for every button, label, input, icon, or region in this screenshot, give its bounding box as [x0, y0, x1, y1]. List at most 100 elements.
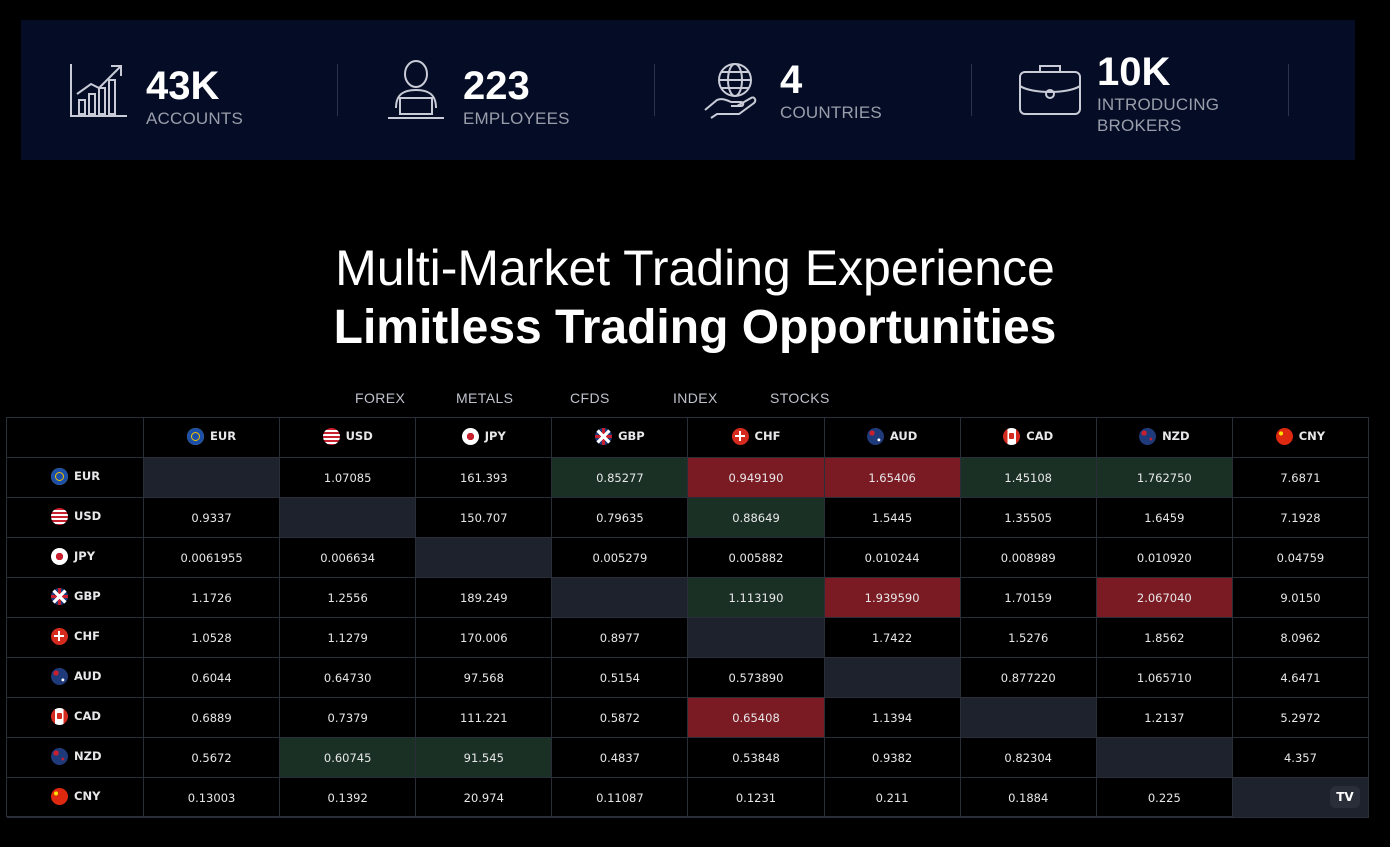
tab-index[interactable]: INDEX: [673, 390, 718, 406]
rate-cell[interactable]: 150.707: [415, 497, 553, 538]
rate-cell[interactable]: 0.60745: [279, 737, 417, 778]
rate-cell[interactable]: 0.877220: [959, 657, 1097, 698]
row-header-gbp[interactable]: GBP: [7, 577, 144, 618]
rate-cell[interactable]: 0.11087: [551, 777, 689, 818]
rate-cell[interactable]: 1.65406: [823, 457, 961, 498]
rate-cell[interactable]: 1.065710: [1095, 657, 1233, 698]
rate-cell[interactable]: 1.2137: [1095, 697, 1233, 738]
tradingview-logo[interactable]: TV: [1330, 786, 1360, 808]
tab-metals[interactable]: METALS: [456, 390, 514, 406]
rate-cell[interactable]: 1.1279: [279, 617, 417, 658]
rate-cell[interactable]: 0.225: [1095, 777, 1233, 818]
rate-cell[interactable]: 1.2556: [279, 577, 417, 618]
rate-cell[interactable]: 0.8977: [551, 617, 689, 658]
rate-cell[interactable]: 1.5445: [823, 497, 961, 538]
rate-cell[interactable]: [142, 457, 281, 498]
rate-cell[interactable]: 1.1394: [823, 697, 961, 738]
rate-cell[interactable]: 7.6871: [1231, 457, 1370, 498]
rate-cell[interactable]: 1.7422: [823, 617, 961, 658]
rate-cell[interactable]: 111.221: [415, 697, 553, 738]
rate-cell[interactable]: 0.1392: [279, 777, 417, 818]
rate-cell[interactable]: 0.64730: [279, 657, 417, 698]
row-header-aud[interactable]: AUD: [7, 657, 144, 698]
rate-cell[interactable]: [1095, 737, 1233, 778]
rate-cell[interactable]: 0.006634: [279, 537, 417, 578]
column-header-chf[interactable]: CHF: [687, 418, 825, 458]
rate-cell[interactable]: 1.45108: [959, 457, 1097, 498]
rate-cell[interactable]: 20.974: [415, 777, 553, 818]
rate-cell[interactable]: 97.568: [415, 657, 553, 698]
row-header-nzd[interactable]: NZD: [7, 737, 144, 778]
column-header-aud[interactable]: AUD: [823, 418, 961, 458]
rate-cell[interactable]: 0.6044: [142, 657, 281, 698]
column-header-eur[interactable]: EUR: [142, 418, 281, 458]
rate-cell[interactable]: 0.5154: [551, 657, 689, 698]
rate-cell[interactable]: 1.113190: [687, 577, 825, 618]
rate-cell[interactable]: 1.762750: [1095, 457, 1233, 498]
rate-cell[interactable]: 1.8562: [1095, 617, 1233, 658]
rate-cell[interactable]: 0.53848: [687, 737, 825, 778]
rate-cell[interactable]: 0.5672: [142, 737, 281, 778]
tab-stocks[interactable]: STOCKS: [770, 390, 830, 406]
rate-cell[interactable]: 0.5872: [551, 697, 689, 738]
column-header-cad[interactable]: CAD: [959, 418, 1097, 458]
rate-cell[interactable]: 0.88649: [687, 497, 825, 538]
rate-cell[interactable]: 0.13003: [142, 777, 281, 818]
rate-cell[interactable]: 1.939590: [823, 577, 961, 618]
column-header-jpy[interactable]: JPY: [415, 418, 553, 458]
row-header-chf[interactable]: CHF: [7, 617, 144, 658]
rate-cell[interactable]: 0.949190: [687, 457, 825, 498]
rate-cell[interactable]: 0.7379: [279, 697, 417, 738]
rate-cell[interactable]: 4.6471: [1231, 657, 1370, 698]
rate-cell[interactable]: 189.249: [415, 577, 553, 618]
row-header-usd[interactable]: USD: [7, 497, 144, 538]
rate-cell[interactable]: 0.4837: [551, 737, 689, 778]
rate-cell[interactable]: 1.0528: [142, 617, 281, 658]
rate-cell[interactable]: 0.010244: [823, 537, 961, 578]
rate-cell[interactable]: [687, 617, 825, 658]
rate-cell[interactable]: 0.1884: [959, 777, 1097, 818]
rate-cell[interactable]: 0.6889: [142, 697, 281, 738]
row-header-cad[interactable]: CAD: [7, 697, 144, 738]
rate-cell[interactable]: [551, 577, 689, 618]
rate-cell[interactable]: 0.9382: [823, 737, 961, 778]
rate-cell[interactable]: 0.65408: [687, 697, 825, 738]
rate-cell[interactable]: 2.067040: [1095, 577, 1233, 618]
rate-cell[interactable]: 0.79635: [551, 497, 689, 538]
rate-cell[interactable]: 161.393: [415, 457, 553, 498]
tab-forex[interactable]: FOREX: [355, 390, 406, 406]
column-header-gbp[interactable]: GBP: [551, 418, 689, 458]
rate-cell[interactable]: 1.35505: [959, 497, 1097, 538]
rate-cell[interactable]: 0.005279: [551, 537, 689, 578]
rate-cell[interactable]: 0.1231: [687, 777, 825, 818]
rate-cell[interactable]: 0.9337: [142, 497, 281, 538]
rate-cell[interactable]: 170.006: [415, 617, 553, 658]
rate-cell[interactable]: 4.357: [1231, 737, 1370, 778]
rate-cell[interactable]: 0.573890: [687, 657, 825, 698]
rate-cell[interactable]: 7.1928: [1231, 497, 1370, 538]
rate-cell[interactable]: [415, 537, 553, 578]
rate-cell[interactable]: 0.008989: [959, 537, 1097, 578]
rate-cell[interactable]: 0.005882: [687, 537, 825, 578]
row-header-cny[interactable]: CNY: [7, 777, 144, 818]
rate-cell[interactable]: 0.04759: [1231, 537, 1370, 578]
column-header-nzd[interactable]: NZD: [1095, 418, 1233, 458]
rate-cell[interactable]: 1.07085: [279, 457, 417, 498]
rate-cell[interactable]: 1.5276: [959, 617, 1097, 658]
tab-cfds[interactable]: CFDS: [570, 390, 610, 406]
row-header-eur[interactable]: EUR: [7, 457, 144, 498]
rate-cell[interactable]: 1.6459: [1095, 497, 1233, 538]
rate-cell[interactable]: 0.82304: [959, 737, 1097, 778]
rate-cell[interactable]: 5.2972: [1231, 697, 1370, 738]
rate-cell[interactable]: 8.0962: [1231, 617, 1370, 658]
rate-cell[interactable]: [823, 657, 961, 698]
rate-cell[interactable]: [959, 697, 1097, 738]
rate-cell[interactable]: [279, 497, 417, 538]
rate-cell[interactable]: 0.0061955: [142, 537, 281, 578]
column-header-cny[interactable]: CNY: [1231, 418, 1370, 458]
rate-cell[interactable]: 0.85277: [551, 457, 689, 498]
column-header-usd[interactable]: USD: [279, 418, 417, 458]
rate-cell[interactable]: 91.545: [415, 737, 553, 778]
rate-cell[interactable]: 1.70159: [959, 577, 1097, 618]
rate-cell[interactable]: 1.1726: [142, 577, 281, 618]
